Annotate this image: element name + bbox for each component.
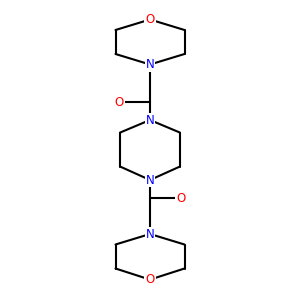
Text: N: N bbox=[146, 58, 154, 71]
Text: N: N bbox=[146, 173, 154, 187]
Text: O: O bbox=[115, 95, 124, 109]
Text: N: N bbox=[146, 113, 154, 127]
Text: O: O bbox=[176, 191, 185, 205]
Text: O: O bbox=[146, 273, 154, 286]
Text: N: N bbox=[146, 227, 154, 241]
Text: O: O bbox=[146, 13, 154, 26]
